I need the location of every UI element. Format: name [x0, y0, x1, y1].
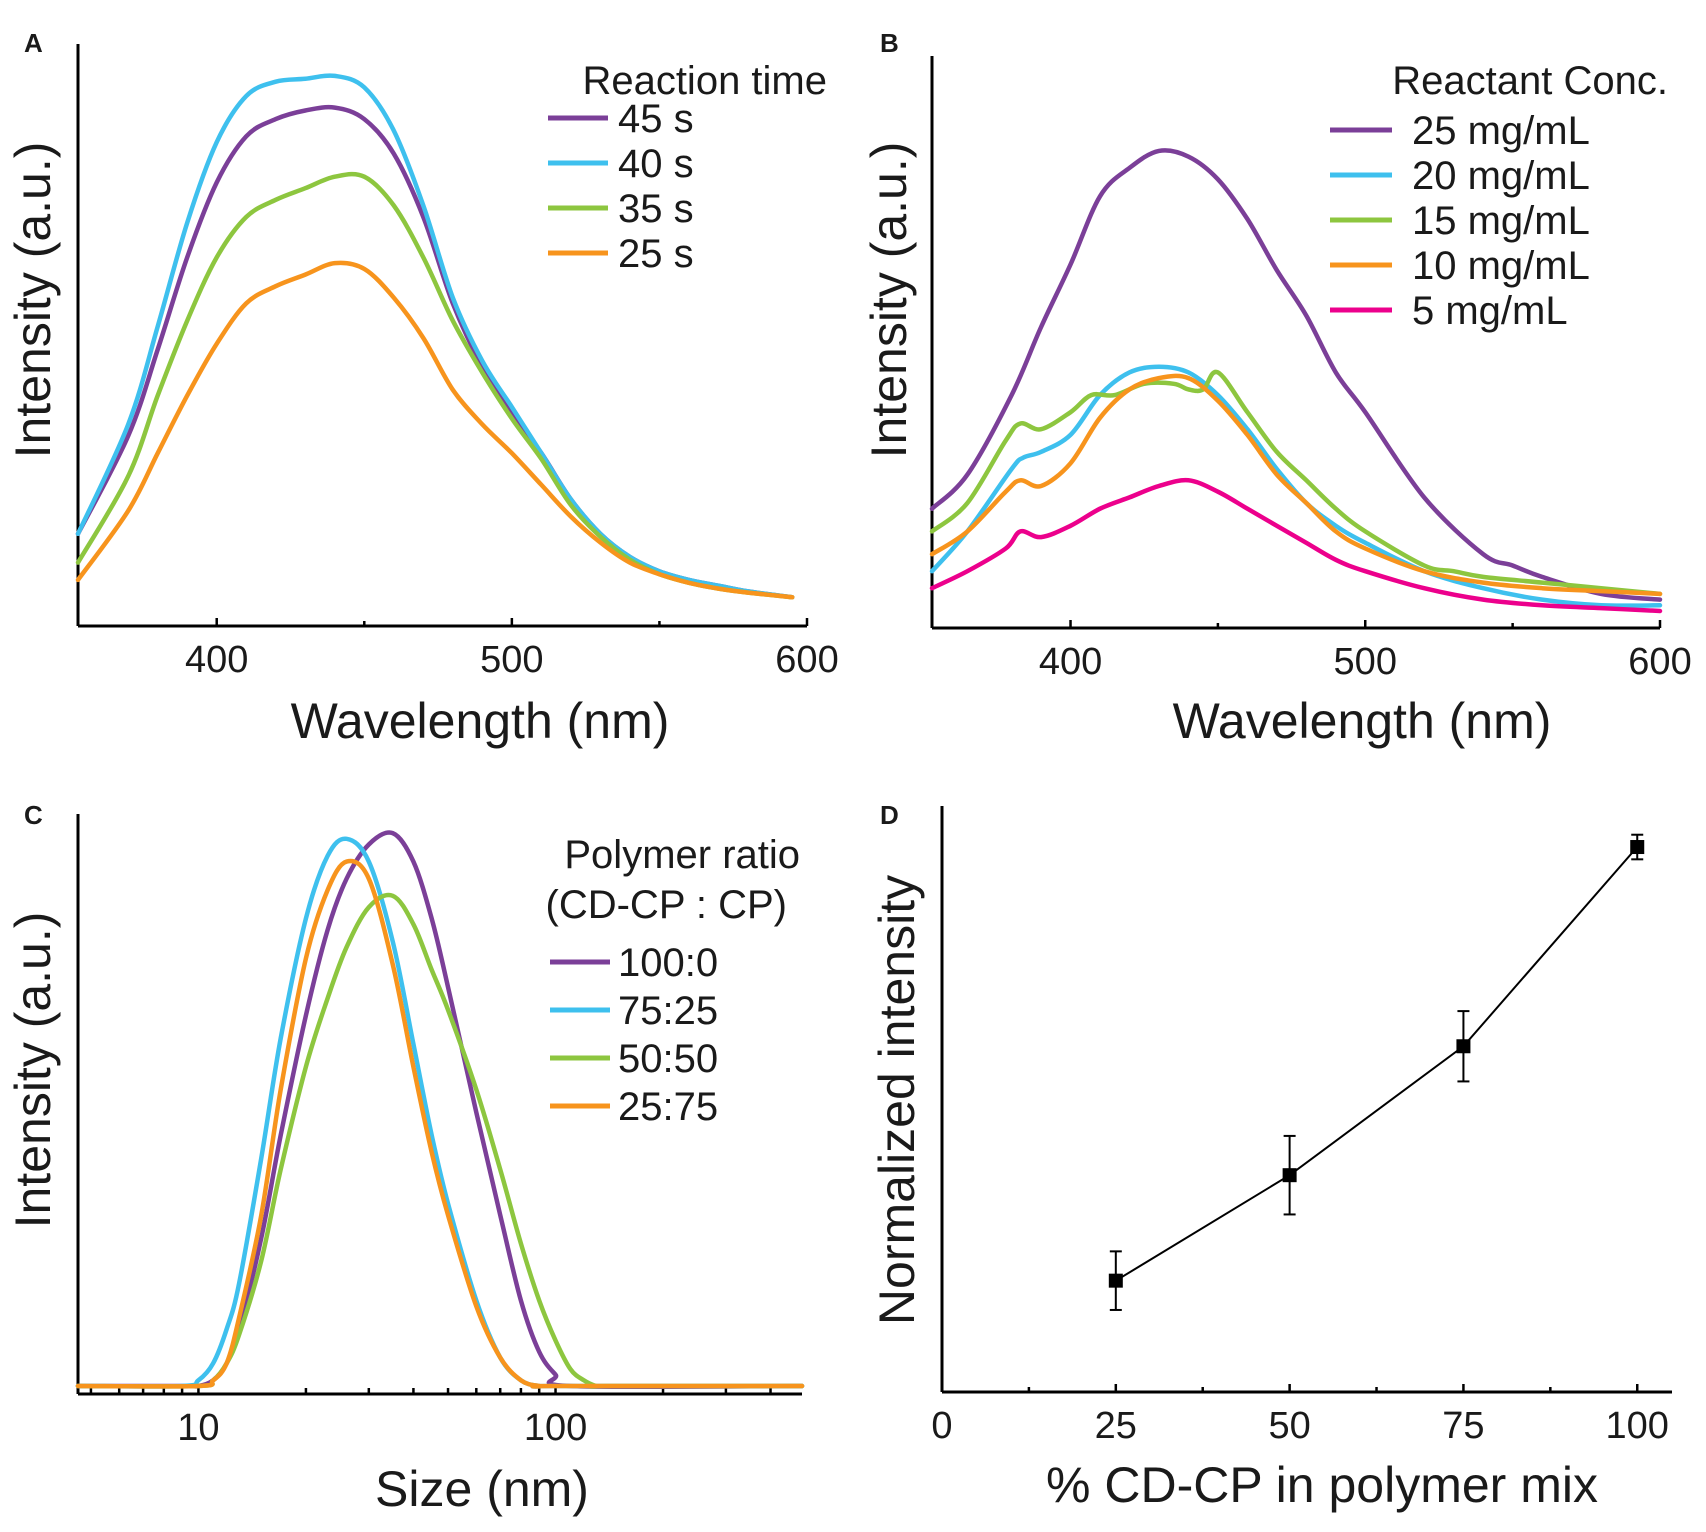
panel-d: D 0 25 50 75 100 % CD-CP in polymer mix Norm… [869, 800, 1672, 1513]
panel-b-legend-title: Reactant Conc. [1392, 59, 1668, 103]
panel-a-series-40-s [75, 73, 795, 600]
panel-a-series [75, 73, 795, 600]
panel-c-legend-label: 100:0 [618, 941, 718, 985]
panel-d-y-axis-title: Normalized intensity [869, 875, 925, 1325]
panel-c-series [75, 830, 805, 1390]
panel-a-legend-title: Reaction time [582, 59, 827, 103]
panel-d-series [1108, 833, 1645, 1311]
panel-a-x-tick-label: 400 [185, 639, 248, 681]
panel-c-legend-label: 50:50 [618, 1037, 718, 1081]
panel-b-legend-label: 20 mg/mL [1412, 154, 1590, 198]
panel-b-series-10-mg-ml [929, 373, 1663, 597]
panel-a-x-ticks: 400 500 600 [185, 618, 839, 681]
panel-b-legend-label: 5 mg/mL [1412, 289, 1568, 333]
panel-c-series-25-75 [75, 858, 805, 1389]
panel-d-data-point [1456, 1039, 1471, 1054]
panel-b-series-5-mg-ml [929, 477, 1663, 614]
panel-b-legend-label: 15 mg/mL [1412, 199, 1590, 243]
panel-a-legend-label: 45 s [618, 97, 694, 141]
panel-d-x-tick-label: 50 [1268, 1405, 1310, 1447]
panel-b-x-tick-label: 400 [1039, 641, 1102, 683]
panel-d-x-axis-title: % CD-CP in polymer mix [1046, 1457, 1598, 1513]
panel-a-legend-label: 25 s [618, 232, 694, 276]
panel-c-legend-title: Polymer ratio [564, 833, 800, 877]
panel-b-x-tick-label: 600 [1628, 641, 1691, 683]
panel-c-legend-label: 75:25 [618, 989, 718, 1033]
panel-a-letter: A [24, 28, 43, 58]
panel-d-x-tick-label: 0 [931, 1405, 952, 1447]
panel-b-y-axis-title: Intensity (a.u.) [861, 142, 917, 459]
panel-d-data-point [1630, 840, 1645, 855]
panel-b-series-20-mg-ml [929, 364, 1663, 608]
panel-b-x-axis-title: Wavelength (nm) [1173, 693, 1552, 749]
panel-a: A 400 500 600 Wavelength (nm) Intensity (a… [5, 28, 839, 749]
panel-b-series [929, 148, 1663, 614]
panel-c-letter: C [24, 800, 43, 830]
panel-a-legend-label: 40 s [618, 142, 694, 186]
panel-d-data-point [1282, 1168, 1297, 1183]
panel-a-x-axis-title: Wavelength (nm) [291, 693, 670, 749]
panel-a-y-axis-title: Intensity (a.u.) [5, 142, 61, 459]
panel-a-series-25-s [75, 260, 795, 600]
panel-c-x-tick-label: 10 [177, 1407, 219, 1449]
panel-b: B 400 500 600 Wavelength (nm) Intensity (a… [861, 28, 1692, 749]
panel-d-x-tick-label: 75 [1442, 1405, 1484, 1447]
panel-b-legend-label: 25 mg/mL [1412, 109, 1590, 153]
panel-c-legend-label: 25:75 [618, 1085, 718, 1129]
panel-b-legend-label: 10 mg/mL [1412, 244, 1590, 288]
panel-b-series-25-mg-ml [929, 148, 1663, 602]
panel-d-connecting-line [1115, 846, 1638, 1282]
panel-c: C 10 100 Size (nm) Intensity (a.u.) Polym… [5, 800, 805, 1517]
panel-c-x-ticks: 10 100 [89, 1386, 772, 1449]
panel-a-legend-label: 35 s [618, 187, 694, 231]
panel-a-x-tick-label: 500 [480, 639, 543, 681]
panel-a-legend: 45 s40 s35 s25 s [548, 97, 694, 276]
panel-b-x-tick-label: 500 [1334, 641, 1397, 683]
panel-b-series-15-mg-ml [929, 369, 1663, 597]
panel-c-x-axis-title: Size (nm) [375, 1461, 589, 1517]
panel-d-data-point [1108, 1273, 1123, 1288]
panel-d-x-tick-label: 25 [1095, 1405, 1137, 1447]
panel-b-x-ticks: 400 500 600 [1039, 620, 1692, 683]
panel-b-letter: B [880, 28, 899, 58]
panel-a-x-tick-label: 600 [775, 639, 838, 681]
panel-c-series-50-50 [75, 892, 805, 1389]
panel-d-x-ticks: 0 25 50 75 100 [931, 1384, 1669, 1447]
panel-c-legend-subtitle: (CD-CP : CP) [546, 883, 787, 927]
panel-d-x-tick-label: 100 [1606, 1405, 1669, 1447]
panel-c-x-tick-label: 100 [524, 1407, 587, 1449]
panel-d-letter: D [880, 800, 899, 830]
panel-c-y-axis-title: Intensity (a.u.) [5, 912, 61, 1229]
